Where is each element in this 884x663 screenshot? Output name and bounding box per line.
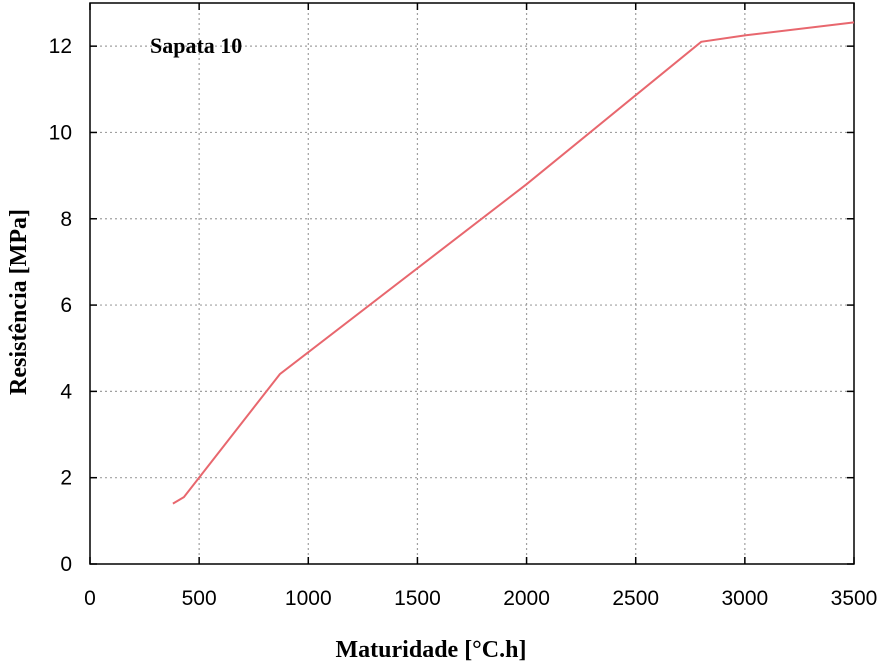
y-tick-label: 2 bbox=[60, 467, 72, 490]
y-tick-label: 4 bbox=[60, 380, 72, 403]
x-axis-title: Maturidade [°C.h] bbox=[336, 637, 527, 663]
y-tick-label: 0 bbox=[60, 553, 72, 576]
x-tick-label: 3000 bbox=[721, 587, 768, 610]
chart-annotation: Sapata 10 bbox=[150, 33, 242, 58]
x-tick-label: 1500 bbox=[394, 587, 441, 610]
x-tick-labels: 0 500 1000 1500 2000 2500 3000 3500 bbox=[84, 587, 877, 610]
y-tick-labels: 0 2 4 6 8 10 12 bbox=[49, 35, 73, 576]
x-tick-label: 0 bbox=[84, 587, 96, 610]
x-tick-label: 500 bbox=[182, 587, 217, 610]
series-line bbox=[172, 21, 855, 505]
plot-frame bbox=[89, 2, 855, 565]
x-tick-label: 1000 bbox=[285, 587, 332, 610]
y-tick-label: 10 bbox=[49, 121, 72, 144]
x-tick-label: 3500 bbox=[831, 587, 878, 610]
x-tick-label: 2000 bbox=[503, 587, 550, 610]
y-tick-label: 8 bbox=[60, 208, 72, 231]
y-tick-label: 6 bbox=[60, 294, 72, 317]
x-tick-label: 2500 bbox=[612, 587, 659, 610]
y-axis-title: Resistência [MPa] bbox=[6, 209, 32, 395]
grid bbox=[90, 3, 854, 564]
series-layer bbox=[172, 21, 855, 505]
y-tick-label: 12 bbox=[49, 35, 72, 58]
axis-ticks bbox=[89, 3, 855, 565]
